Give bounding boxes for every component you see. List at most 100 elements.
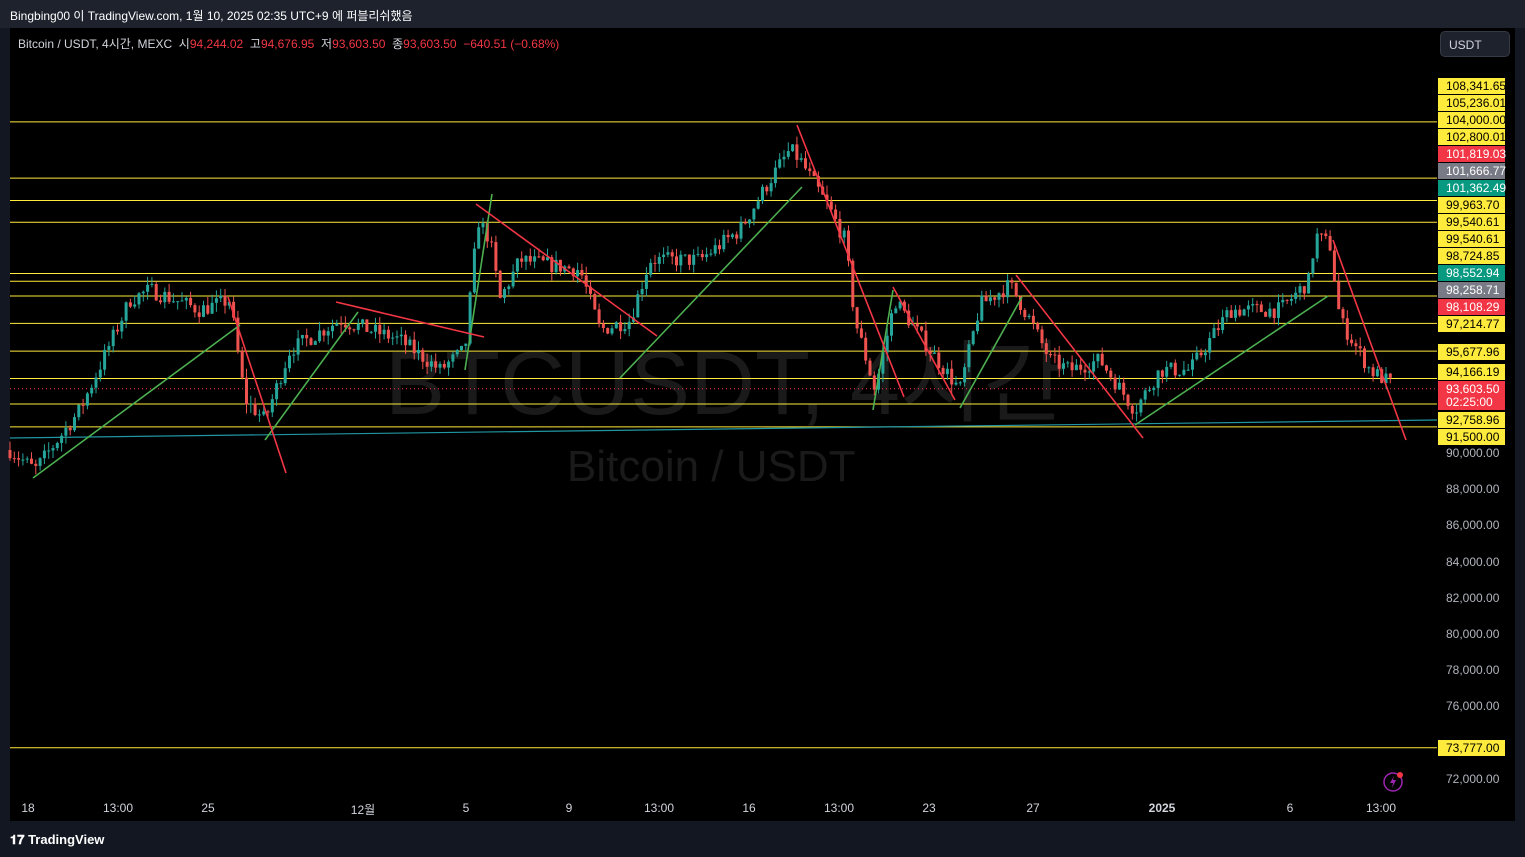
candle-body — [257, 414, 261, 416]
price-label: 98,552.94 — [1438, 265, 1505, 281]
candle-body — [477, 227, 481, 249]
candle-body — [1380, 369, 1384, 383]
candle-body — [1044, 343, 1048, 355]
candle-body — [1062, 363, 1065, 369]
candle-body — [73, 417, 76, 431]
candle-body — [1010, 280, 1014, 283]
candle-body — [1337, 281, 1341, 310]
candle-body — [339, 323, 343, 325]
price-label: 99,963.70 — [1438, 197, 1505, 213]
candle-body — [872, 375, 876, 390]
candle-body — [773, 167, 777, 184]
candle-body — [30, 458, 33, 464]
candle-body — [305, 335, 309, 339]
candle-body — [395, 336, 399, 338]
candle-body — [958, 382, 962, 384]
candle-body — [60, 435, 64, 443]
candle-body — [116, 329, 119, 332]
candle-body — [726, 234, 730, 238]
candle-body — [1341, 309, 1345, 319]
candle-body — [864, 337, 868, 361]
chart-area[interactable] — [10, 28, 1515, 821]
symbol-title[interactable]: Bitcoin / USDT, 4시간, MEXC — [18, 37, 173, 51]
candle-body — [283, 368, 287, 384]
candle-body — [150, 284, 154, 286]
candle-body — [683, 254, 687, 256]
candle-body — [1023, 309, 1027, 318]
candle-body — [481, 223, 485, 228]
x-tick-label: 12월 — [350, 803, 376, 817]
lightning-icon[interactable] — [1383, 771, 1405, 793]
candle-body — [111, 329, 115, 347]
candle-body — [945, 368, 949, 375]
candle-body — [1083, 369, 1087, 373]
candle-body — [42, 450, 46, 459]
x-tick-label: 13:00 — [643, 801, 675, 815]
candle-body — [1328, 236, 1332, 251]
currency-button[interactable]: USDT — [1440, 31, 1510, 57]
candle-body — [1272, 308, 1276, 318]
candle-body — [859, 328, 863, 338]
x-tick-label: 9 — [565, 801, 573, 815]
candle-body — [300, 335, 304, 339]
candle-body — [309, 338, 313, 345]
candle-body — [1350, 339, 1354, 344]
candle-body — [206, 305, 210, 314]
uptrend-line — [464, 193, 493, 371]
candle-body — [399, 334, 403, 337]
price-label: 98,724.85 — [1438, 248, 1505, 264]
candle-body — [868, 360, 872, 376]
price-label: 93,603.50 — [1438, 381, 1505, 397]
candle-body — [1289, 298, 1293, 301]
close-value: 93,603.50 — [403, 37, 457, 51]
candle-body — [51, 448, 55, 451]
candle-body — [829, 201, 833, 210]
candle-body — [610, 328, 614, 334]
candle-body — [1367, 367, 1371, 369]
candle-body — [1148, 389, 1151, 391]
candle-body — [606, 328, 610, 334]
tradingview-logo[interactable]: 𝟏𝟕 TradingView — [0, 821, 1525, 857]
candle-body — [214, 298, 218, 303]
x-tick-label: 13:00 — [823, 801, 855, 815]
candle-body — [847, 230, 850, 261]
candle-body — [1079, 364, 1083, 370]
candle-body — [404, 334, 408, 346]
candle-body — [1264, 311, 1268, 317]
candle-body — [924, 330, 928, 352]
candle-body — [1040, 329, 1044, 344]
candle-body — [528, 255, 532, 262]
candle-body — [1117, 382, 1121, 390]
candle-body — [223, 295, 227, 306]
candle-body — [666, 252, 670, 255]
candle-body — [159, 300, 162, 303]
candle-body — [804, 158, 807, 169]
candle-body — [520, 258, 524, 262]
candle-body — [1203, 352, 1207, 356]
candle-body — [81, 404, 85, 406]
candle-body — [98, 369, 102, 378]
candle-body — [670, 252, 674, 257]
candle-body — [1027, 315, 1031, 318]
candle-body — [601, 323, 605, 329]
candle-body — [752, 208, 756, 220]
candle-body — [988, 297, 992, 302]
candle-body — [915, 323, 919, 327]
candle-body — [644, 274, 648, 289]
low-label: 저 — [321, 37, 333, 51]
candle-body — [412, 339, 416, 354]
candle-body — [141, 291, 145, 294]
candle-body — [124, 302, 128, 321]
open-value: 94,244.02 — [189, 37, 244, 51]
candle-body — [193, 305, 197, 313]
candle-body — [460, 345, 463, 351]
candle-body — [980, 295, 984, 321]
candle-body — [894, 308, 898, 314]
downtrend-line — [227, 296, 287, 474]
candle-body — [382, 329, 386, 335]
candle-body — [434, 361, 438, 368]
candle-body — [1384, 373, 1388, 383]
candle-body — [1143, 390, 1147, 400]
high-label: 고 — [249, 37, 261, 51]
